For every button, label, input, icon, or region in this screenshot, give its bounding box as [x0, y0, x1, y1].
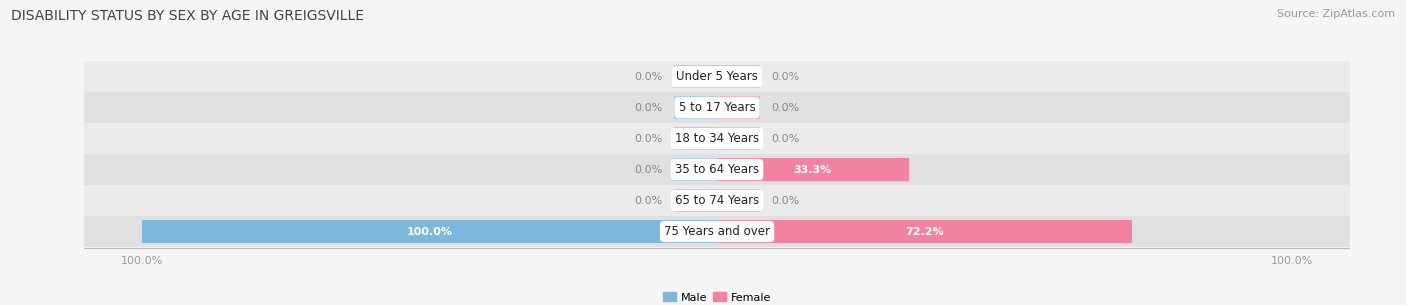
Bar — [717, 96, 761, 119]
Bar — [84, 92, 1350, 123]
Bar — [673, 96, 717, 119]
Text: 5 to 17 Years: 5 to 17 Years — [679, 101, 755, 114]
Text: 33.3%: 33.3% — [794, 164, 832, 174]
Bar — [673, 127, 717, 150]
Text: 35 to 64 Years: 35 to 64 Years — [675, 163, 759, 176]
Text: 0.0%: 0.0% — [634, 72, 662, 82]
Bar — [84, 61, 1350, 92]
Text: 0.0%: 0.0% — [772, 134, 800, 144]
Bar — [717, 220, 1132, 243]
Bar — [84, 185, 1350, 216]
Bar — [673, 189, 717, 212]
Bar — [717, 66, 761, 88]
Text: 0.0%: 0.0% — [772, 72, 800, 82]
Bar — [717, 127, 761, 150]
Bar — [84, 154, 1350, 185]
Text: 75 Years and over: 75 Years and over — [664, 225, 770, 238]
Text: 18 to 34 Years: 18 to 34 Years — [675, 132, 759, 145]
Text: Under 5 Years: Under 5 Years — [676, 70, 758, 83]
Bar — [142, 220, 717, 243]
Text: 0.0%: 0.0% — [772, 196, 800, 206]
Text: 72.2%: 72.2% — [905, 227, 943, 236]
Bar — [673, 158, 717, 181]
Text: 0.0%: 0.0% — [772, 102, 800, 113]
Text: 0.0%: 0.0% — [634, 164, 662, 174]
Text: 65 to 74 Years: 65 to 74 Years — [675, 194, 759, 207]
Text: Source: ZipAtlas.com: Source: ZipAtlas.com — [1277, 9, 1395, 19]
Legend: Male, Female: Male, Female — [658, 288, 776, 305]
Bar — [717, 158, 908, 181]
Text: 0.0%: 0.0% — [634, 196, 662, 206]
Bar — [84, 123, 1350, 154]
Text: 100.0%: 100.0% — [406, 227, 453, 236]
Bar — [84, 216, 1350, 247]
Text: 0.0%: 0.0% — [634, 134, 662, 144]
Bar — [717, 189, 761, 212]
Text: 0.0%: 0.0% — [634, 102, 662, 113]
Bar — [673, 66, 717, 88]
Text: DISABILITY STATUS BY SEX BY AGE IN GREIGSVILLE: DISABILITY STATUS BY SEX BY AGE IN GREIG… — [11, 9, 364, 23]
